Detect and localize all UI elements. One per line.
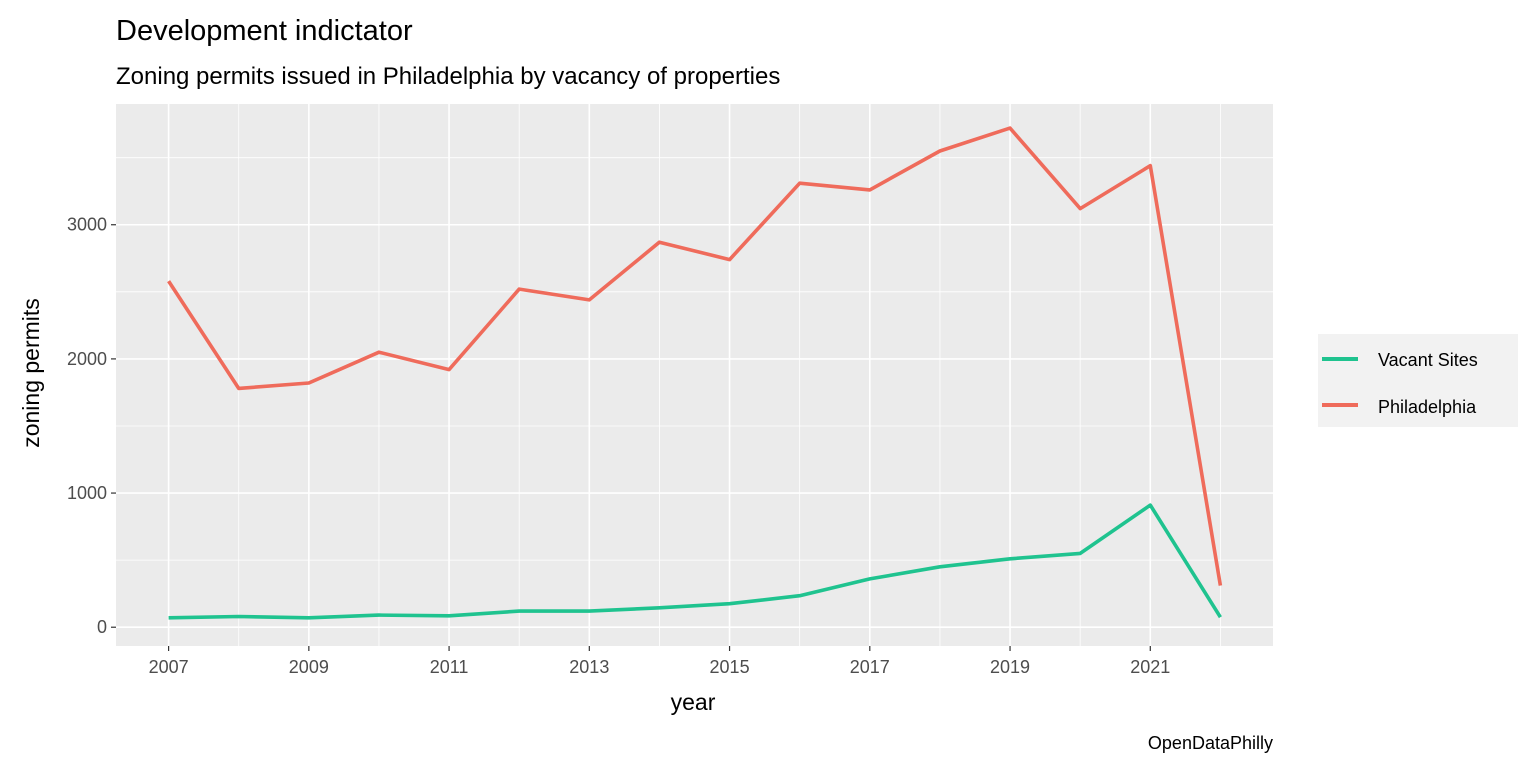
major-gridlines (116, 104, 1273, 646)
x-tick-label: 2015 (710, 657, 750, 677)
legend-label-philadelphia: Philadelphia (1378, 397, 1477, 417)
series-lines (167, 126, 1223, 620)
x-tick-label: 2021 (1130, 657, 1170, 677)
y-tick-label: 1000 (67, 483, 107, 503)
chart-title: Development indictator (116, 15, 413, 47)
plot-panel (116, 104, 1273, 646)
x-axis-title: year (671, 689, 716, 715)
legend-label-vacant-sites: Vacant Sites (1378, 350, 1478, 370)
series-line-vacant-sites (168, 503, 1222, 620)
y-axis-title: zoning permits (18, 298, 44, 448)
chart-subtitle: Zoning permits issued in Philadelphia by… (116, 63, 780, 90)
legend: Vacant Sites Philadelphia (1318, 334, 1518, 427)
y-tick-label: 3000 (67, 215, 107, 235)
x-tick-label: 2019 (990, 657, 1030, 677)
x-axis: 2007 2009 2011 2013 2015 2017 2019 2021 (149, 646, 1170, 677)
x-tick-label: 2017 (850, 657, 890, 677)
series-line-philadelphia (167, 126, 1223, 586)
x-tick-label: 2007 (149, 657, 189, 677)
y-tick-label: 0 (97, 617, 107, 637)
x-tick-label: 2011 (430, 657, 469, 677)
y-tick-label: 2000 (67, 349, 107, 369)
y-axis: 0 1000 2000 3000 (67, 215, 116, 637)
x-tick-label: 2009 (289, 657, 329, 677)
legend-background (1318, 334, 1518, 427)
x-tick-label: 2013 (569, 657, 609, 677)
chart-caption: OpenDataPhilly (1148, 733, 1273, 753)
